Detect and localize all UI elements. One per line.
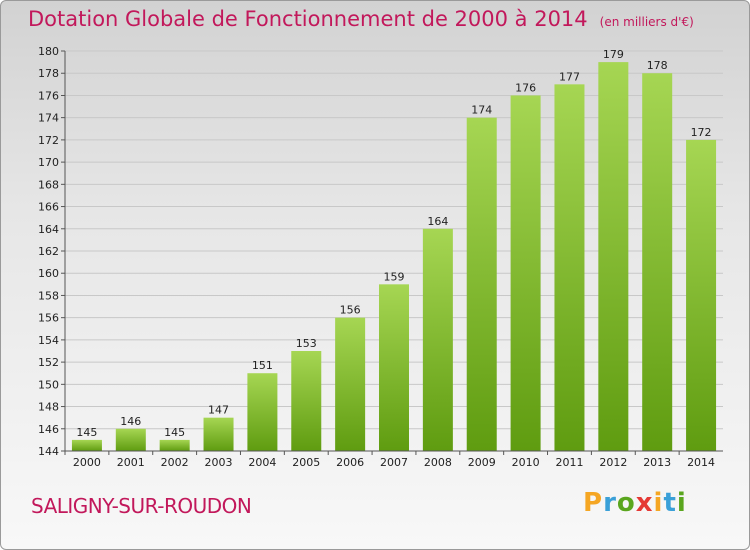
bar-2010 (510, 95, 541, 451)
title-text: Dotation Globale de Fonctionnement de 20… (28, 7, 588, 31)
bar-2002 (159, 439, 190, 451)
logo-letter: t (663, 488, 677, 518)
y-tick-label: 172 (38, 134, 59, 147)
y-tick-label: 180 (38, 45, 59, 58)
data-label: 145 (76, 426, 97, 439)
x-tick-label: 2009 (468, 456, 496, 469)
y-tick-label: 144 (38, 445, 59, 458)
y-tick-label: 168 (38, 178, 59, 191)
bars (71, 62, 717, 452)
logo-letter: P (583, 488, 604, 518)
x-tick-label: 2011 (555, 456, 583, 469)
data-label: 164 (427, 215, 448, 228)
bar-2009 (466, 117, 497, 452)
y-tick-label: 154 (38, 334, 59, 347)
data-label: 174 (471, 104, 492, 117)
data-label: 179 (603, 48, 624, 61)
y-tick-label: 162 (38, 245, 59, 258)
x-tick-label: 2010 (512, 456, 540, 469)
proxiti-logo: Proxiti (583, 488, 687, 518)
bar-2004 (247, 373, 278, 451)
bar-2006 (335, 317, 366, 451)
bar-2012 (598, 62, 629, 451)
y-axis: 144 146 148 150 152 154 156 158 160 162 164 166 168 1… (38, 45, 66, 458)
y-tick-label: 158 (38, 289, 59, 302)
y-tick-label: 146 (38, 423, 59, 436)
bar-2000 (71, 439, 102, 451)
x-tick-label: 2000 (73, 456, 101, 469)
bar-2001 (115, 428, 146, 451)
data-label: 153 (296, 337, 317, 350)
logo-letter: x (635, 488, 654, 518)
bar-2014 (686, 139, 717, 451)
x-tick-label: 2014 (687, 456, 715, 469)
y-tick-label: 160 (38, 267, 59, 280)
bar-2011 (554, 84, 585, 451)
logo-letter: r (603, 488, 617, 518)
data-label: 172 (691, 126, 712, 139)
y-tick-label: 152 (38, 356, 59, 369)
chart-title: Dotation Globale de Fonctionnement de 20… (28, 7, 694, 31)
x-tick-label: 2005 (292, 456, 320, 469)
data-label: 151 (252, 359, 273, 372)
y-tick-label: 170 (38, 156, 59, 169)
bar-2005 (291, 351, 322, 451)
commune-name: SALIGNY-SUR-ROUDON (31, 494, 252, 518)
y-tick-label: 148 (38, 401, 59, 414)
x-tick-label: 2006 (336, 456, 364, 469)
x-tick-label: 2007 (380, 456, 408, 469)
data-label: 156 (340, 304, 361, 317)
x-tick-label: 2008 (424, 456, 452, 469)
y-tick-label: 156 (38, 312, 59, 325)
x-tick-label: 2004 (248, 456, 276, 469)
y-tick-label: 174 (38, 112, 59, 125)
logo-letter: i (676, 488, 687, 518)
y-tick-label: 164 (38, 223, 59, 236)
logo-letter: o (616, 488, 636, 518)
x-tick-label: 2002 (161, 456, 189, 469)
data-label: 145 (164, 426, 185, 439)
data-label: 146 (120, 415, 141, 428)
y-tick-label: 150 (38, 378, 59, 391)
data-label: 178 (647, 59, 668, 72)
data-label: 176 (515, 81, 536, 94)
unit-text: (en milliers d'€) (599, 15, 694, 29)
bar-2013 (642, 73, 673, 451)
data-labels: 145 146 145 147 151 153 156 159 164 174 176 177 179 1… (76, 48, 711, 439)
logo-letter: i (653, 488, 664, 518)
bar-2008 (422, 228, 453, 451)
x-tick-label: 2001 (117, 456, 145, 469)
y-tick-label: 178 (38, 67, 59, 80)
x-tick-label: 2012 (599, 456, 627, 469)
y-tick-label: 166 (38, 201, 59, 214)
data-label: 147 (208, 404, 229, 417)
y-tick-label: 176 (38, 89, 59, 102)
x-axis: 2000 2001 2002 2003 2004 2005 2006 2007 2008 2009… (64, 450, 723, 469)
data-label: 159 (384, 270, 405, 283)
x-tick-label: 2013 (643, 456, 671, 469)
bar-2007 (379, 284, 409, 451)
x-tick-label: 2003 (205, 456, 233, 469)
data-label: 177 (559, 70, 580, 83)
bar-2003 (203, 417, 234, 451)
